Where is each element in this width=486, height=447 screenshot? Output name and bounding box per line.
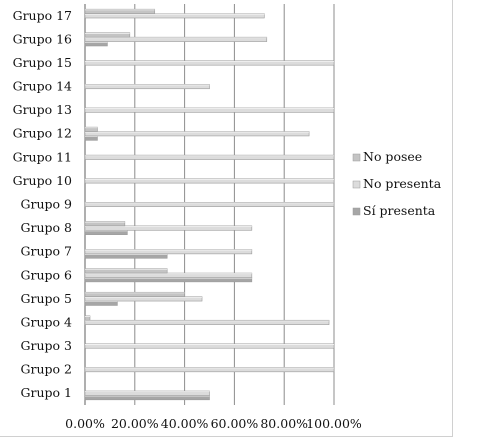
y-tick-label-14: Grupo 14 — [13, 79, 72, 94]
bar-grupo-13-no-presenta — [84, 107, 335, 113]
y-tick-label-10: Grupo 10 — [13, 173, 72, 188]
x-tick-label-4: 80.00% — [260, 416, 308, 431]
bar-grupo-9-no-presenta — [84, 202, 335, 208]
bar-grupo-14-no-presenta — [84, 84, 210, 90]
y-tick-label-9: Grupo 9 — [21, 197, 73, 212]
y-tick-label-7: Grupo 7 — [21, 244, 73, 259]
x-tick-label-2: 40.00% — [161, 416, 209, 431]
x-tick-label-3: 60.00% — [211, 416, 259, 431]
y-tick-label-8: Grupo 8 — [21, 220, 73, 235]
y-tick-label-6: Grupo 6 — [21, 267, 73, 282]
legend-label-0: No posee — [363, 149, 422, 164]
bar-grupo-4-no-presenta — [84, 319, 330, 325]
chart-frame — [0, 0, 453, 437]
x-tick-label-5: 100.00% — [306, 416, 362, 431]
bar-grupo-16-no-posee — [84, 32, 131, 38]
bar-grupo-6-no-presenta — [84, 272, 253, 278]
bar-grupo-3-no-presenta — [84, 343, 335, 349]
y-tick-label-2: Grupo 2 — [21, 362, 72, 377]
bar-grupo-10-no-presenta — [84, 178, 335, 184]
legend-swatch-0 — [352, 153, 361, 162]
x-tick-label-0: 0.00% — [65, 416, 105, 431]
y-tick-label-5: Grupo 5 — [21, 291, 72, 306]
bar-grupo-17-no-presenta — [84, 13, 265, 19]
bar-grupo-11-no-presenta — [84, 154, 335, 160]
x-tick-label-1: 20.00% — [111, 416, 159, 431]
y-tick-label-11: Grupo 11 — [13, 149, 72, 164]
bar-grupo-7-no-presenta — [84, 249, 253, 255]
bar-grupo-15-no-presenta — [84, 60, 335, 66]
bar-grupo-6-no-posee — [84, 268, 168, 274]
y-axis-labels: Grupo 1 Grupo 2 Grupo 3 Grupo 4 Grupo 5 Grupo… — [13, 8, 72, 400]
y-tick-label-13: Grupo 13 — [13, 102, 72, 117]
bar-grupo-17-no-posee — [84, 8, 156, 14]
y-tick-label-12: Grupo 12 — [13, 126, 72, 141]
bar-grupo-8-no-posee — [84, 221, 126, 227]
y-tick-label-15: Grupo 15 — [13, 55, 72, 70]
bar-grupo-2-no-presenta — [84, 367, 335, 373]
y-tick-label-4: Grupo 4 — [21, 314, 73, 329]
bars-layer — [84, 8, 335, 401]
bar-grupo-1-no-presenta — [84, 390, 210, 396]
bar-grupo-8-no-presenta — [84, 225, 253, 231]
legend-swatch-1 — [352, 180, 361, 189]
x-axis-labels: 0.00% 20.00% 40.00% 60.00% 80.00%100.00% — [65, 416, 362, 431]
bar-grupo-4-no-posee — [84, 315, 91, 321]
bar-grupo-12-no-posee — [84, 126, 98, 132]
legend-label-2: Sí presenta — [363, 203, 436, 218]
legend-label-1: No presenta — [363, 176, 442, 191]
bar-grupo-16-no-presenta — [84, 36, 268, 42]
legend: No posee No presenta Sí presenta — [352, 149, 442, 218]
y-tick-label-3: Grupo 3 — [21, 338, 73, 353]
bar-grupo-5-no-posee — [84, 291, 185, 297]
y-tick-label-17: Grupo 17 — [13, 8, 72, 23]
y-tick-label-1: Grupo 1 — [21, 385, 72, 400]
legend-swatch-2 — [352, 207, 361, 216]
y-tick-label-16: Grupo 16 — [13, 31, 72, 46]
bar-grupo-12-no-presenta — [84, 131, 310, 137]
